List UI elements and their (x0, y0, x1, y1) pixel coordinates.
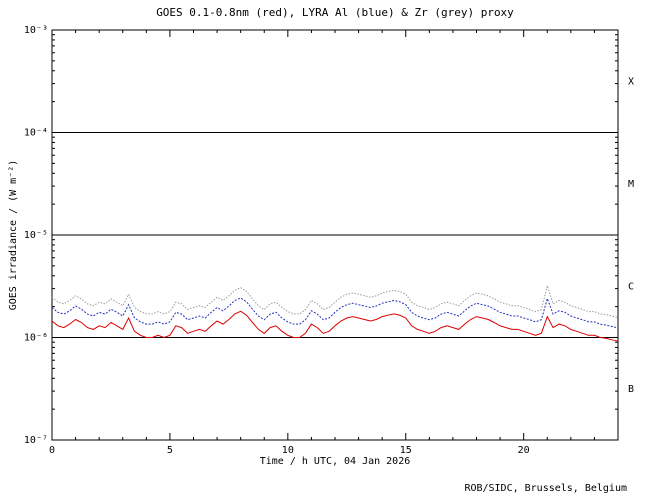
series-lyra-al (51, 296, 619, 329)
axes: 0 5 10 15 20 10⁻⁷ 10⁻⁶ 10⁻⁵ 10⁻⁴ 10⁻³ X M C B (24, 25, 634, 456)
flare-class-label-c: C (628, 281, 634, 292)
series-goes (51, 310, 619, 342)
x-tick-label: 0 (49, 445, 55, 456)
x-axis-label: Time / h UTC, 04 Jan 2026 (260, 456, 411, 467)
y-tick-label: 10⁻⁷ (24, 435, 48, 446)
attribution: ROB/SIDC, Brussels, Belgium (464, 483, 627, 494)
y-axis-label: GOES irradiance / (W m⁻²) (8, 160, 19, 311)
flare-class-label-m: M (628, 179, 634, 190)
x-tick-label: 5 (167, 445, 173, 456)
y-tick-label: 10⁻⁵ (24, 230, 48, 241)
y-tick-label: 10⁻⁶ (24, 333, 48, 344)
x-tick-label: 15 (400, 445, 412, 456)
series-lyra-zr (51, 283, 619, 319)
x-tick-label: 10 (282, 445, 294, 456)
chart-title: GOES 0.1-0.8nm (red), LYRA Al (blue) & Z… (156, 6, 514, 19)
y-tick-label: 10⁻³ (24, 25, 48, 36)
x-tick-label: 20 (518, 445, 530, 456)
y-tick-label: 10⁻⁴ (24, 128, 48, 139)
data-series (51, 283, 619, 342)
flare-class-label-b: B (628, 384, 634, 395)
flare-class-label-x: X (628, 76, 634, 87)
